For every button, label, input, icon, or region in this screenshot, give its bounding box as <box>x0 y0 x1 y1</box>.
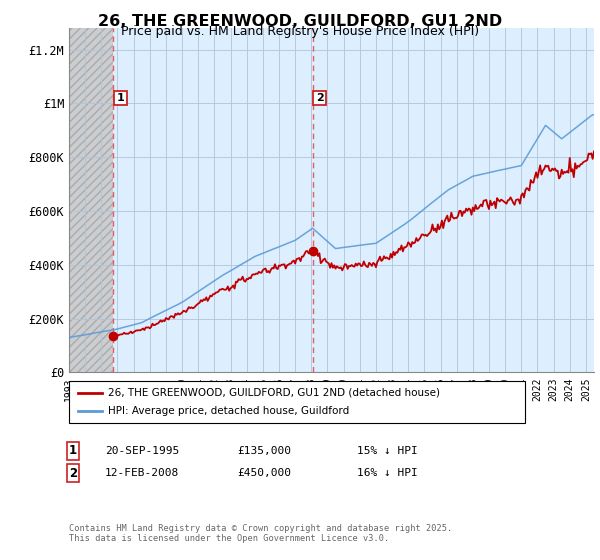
Text: 12-FEB-2008: 12-FEB-2008 <box>105 468 179 478</box>
Text: HPI: Average price, detached house, Guildford: HPI: Average price, detached house, Guil… <box>108 406 349 416</box>
Text: 26, THE GREENWOOD, GUILDFORD, GU1 2ND (detached house): 26, THE GREENWOOD, GUILDFORD, GU1 2ND (d… <box>108 388 440 398</box>
Text: 2: 2 <box>316 93 323 103</box>
Text: 20-SEP-1995: 20-SEP-1995 <box>105 446 179 456</box>
Text: 15% ↓ HPI: 15% ↓ HPI <box>357 446 418 456</box>
Bar <box>69 28 113 372</box>
Text: 2: 2 <box>69 466 77 480</box>
Text: 1: 1 <box>69 444 77 458</box>
Text: £450,000: £450,000 <box>237 468 291 478</box>
Text: Contains HM Land Registry data © Crown copyright and database right 2025.
This d: Contains HM Land Registry data © Crown c… <box>69 524 452 543</box>
Text: Price paid vs. HM Land Registry's House Price Index (HPI): Price paid vs. HM Land Registry's House … <box>121 25 479 38</box>
Text: 26, THE GREENWOOD, GUILDFORD, GU1 2ND: 26, THE GREENWOOD, GUILDFORD, GU1 2ND <box>98 14 502 29</box>
Text: 16% ↓ HPI: 16% ↓ HPI <box>357 468 418 478</box>
Text: £135,000: £135,000 <box>237 446 291 456</box>
Bar <box>69 28 113 372</box>
Text: 1: 1 <box>116 93 124 103</box>
